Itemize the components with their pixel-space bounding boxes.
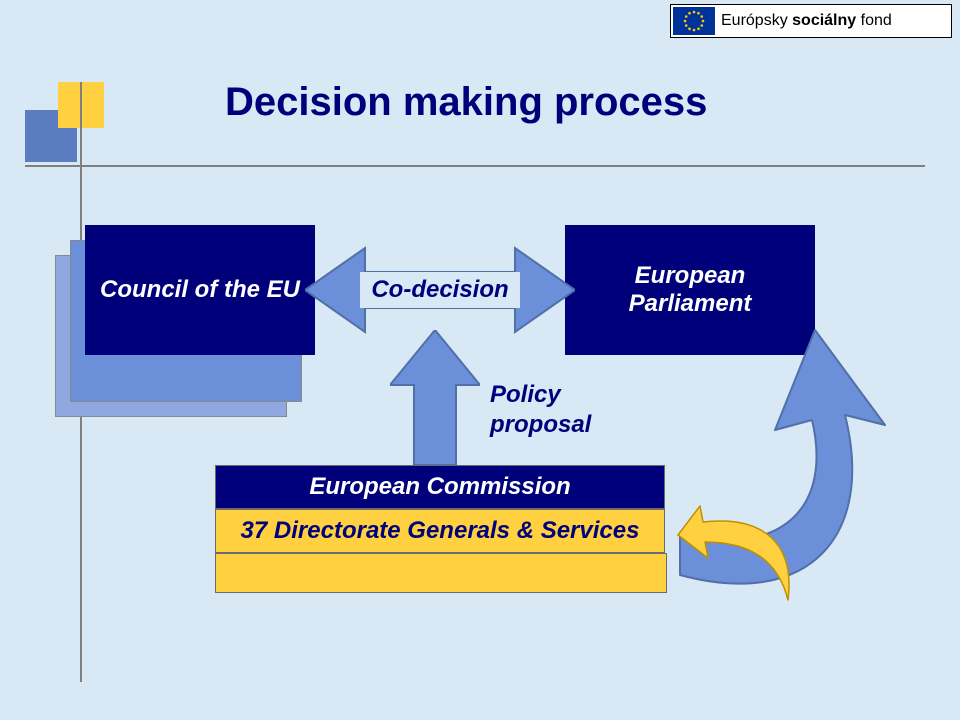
curved-arrow-small-icon (650, 500, 810, 610)
slide-root: Európsky sociálny fond Decision making p… (0, 0, 960, 720)
policy-arrow-icon (390, 330, 480, 465)
esf-badge: Európsky sociálny fond (670, 4, 952, 38)
codecision-label-box: Co-decision (360, 272, 520, 308)
commission-row-label: 37 Directorate Generals & Services (241, 517, 640, 545)
council-box: Council of the EU (85, 225, 315, 355)
commission-row-empty (215, 553, 667, 593)
esf-text-2: fond (856, 12, 892, 29)
commission-header: European Commission (215, 465, 665, 509)
policy-label: Policyproposal (490, 380, 630, 440)
council-label: Council of the EU (100, 276, 300, 304)
decor-line-horizontal (25, 165, 925, 167)
commission-header-label: European Commission (309, 473, 570, 501)
slide-title: Decision making process (225, 80, 707, 125)
parliament-label: European Parliament (579, 262, 801, 318)
esf-text-1: Európsky (721, 12, 792, 29)
commission-row: 37 Directorate Generals & Services (215, 509, 665, 553)
eu-flag-icon (673, 7, 715, 35)
esf-text-bold: sociálny (792, 12, 856, 29)
codecision-label: Co-decision (371, 276, 508, 304)
